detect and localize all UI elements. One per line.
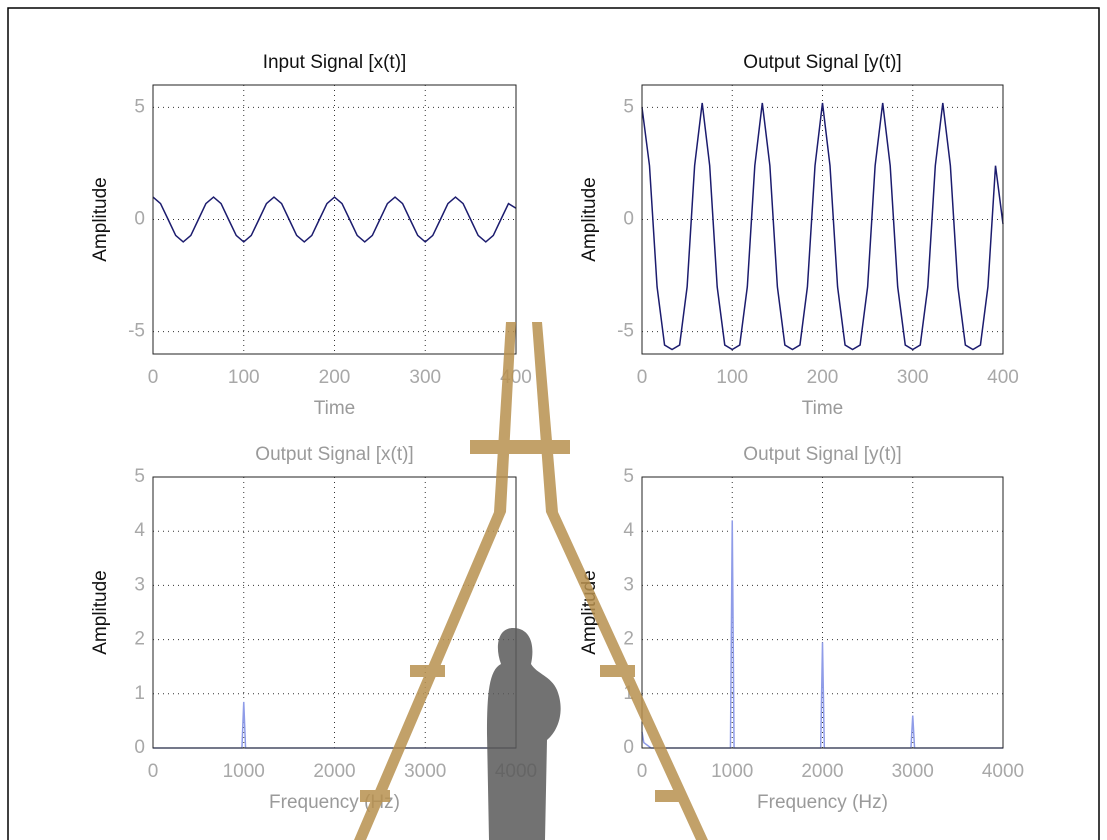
axes-frame (152, 476, 517, 749)
x-tick-label: 0 (637, 367, 648, 388)
subplot: 0 1 2 3 4 5 0 1000 2000 3000 4000 Output Signal [y(… (579, 444, 1024, 813)
x-axis-label: Frequency (Hz) (757, 792, 888, 813)
y-tick-label: -5 (128, 321, 145, 342)
x-tick-label: 4000 (982, 761, 1024, 782)
watermark-ladder (354, 322, 708, 840)
y-tick-label: 1 (134, 683, 145, 704)
x-axis-label: Time (314, 398, 356, 419)
axes-frame (152, 84, 517, 355)
x-tick-label: 100 (228, 367, 260, 388)
figure-border (7, 7, 1100, 840)
axes-frame (641, 84, 1004, 355)
x-tick-label: 3000 (892, 761, 934, 782)
signal-line (152, 196, 517, 243)
subplot-title: Output Signal [y(t)] (743, 444, 901, 465)
y-tick-label: 5 (623, 96, 634, 117)
y-tick-label: 0 (134, 737, 145, 758)
axes-frame (641, 476, 1004, 749)
x-axis-label: Time (802, 398, 844, 419)
y-tick-label: 3 (623, 574, 634, 595)
x-tick-label: 100 (716, 367, 748, 388)
y-tick-label: 5 (134, 466, 145, 487)
x-tick-label: 3000 (404, 761, 446, 782)
y-axis-label: Amplitude (90, 570, 111, 655)
x-tick-label: 200 (807, 367, 839, 388)
x-tick-label: 0 (637, 761, 648, 782)
subplot-title: Output Signal [x(t)] (255, 444, 413, 465)
y-tick-label: 4 (134, 520, 145, 541)
y-axis-label: Amplitude (579, 177, 600, 262)
subplot-title: Output Signal [y(t)] (743, 52, 901, 73)
x-tick-label: 0 (148, 367, 159, 388)
x-tick-label: 1000 (223, 761, 265, 782)
y-tick-label: 0 (623, 209, 634, 230)
subplot-title: Input Signal [x(t)] (263, 52, 407, 73)
y-tick-label: -5 (617, 321, 634, 342)
x-tick-label: 300 (897, 367, 929, 388)
signal-line (641, 102, 1004, 351)
y-tick-label: 2 (134, 629, 145, 650)
x-tick-label: 200 (319, 367, 351, 388)
y-tick-label: 0 (134, 209, 145, 230)
x-tick-label: 300 (409, 367, 441, 388)
y-tick-label: 5 (134, 96, 145, 117)
y-tick-label: 4 (623, 520, 634, 541)
y-tick-label: 5 (623, 466, 634, 487)
x-tick-label: 2000 (801, 761, 843, 782)
watermark (354, 322, 708, 840)
x-tick-label: 2000 (313, 761, 355, 782)
watermark-person (487, 628, 561, 840)
y-tick-label: 1 (623, 683, 634, 704)
x-tick-label: 0 (148, 761, 159, 782)
y-tick-label: 0 (623, 737, 634, 758)
x-tick-label: 400 (987, 367, 1019, 388)
x-tick-label: 1000 (711, 761, 753, 782)
y-tick-label: 3 (134, 574, 145, 595)
y-axis-label: Amplitude (90, 177, 111, 262)
y-tick-label: 2 (623, 629, 634, 650)
